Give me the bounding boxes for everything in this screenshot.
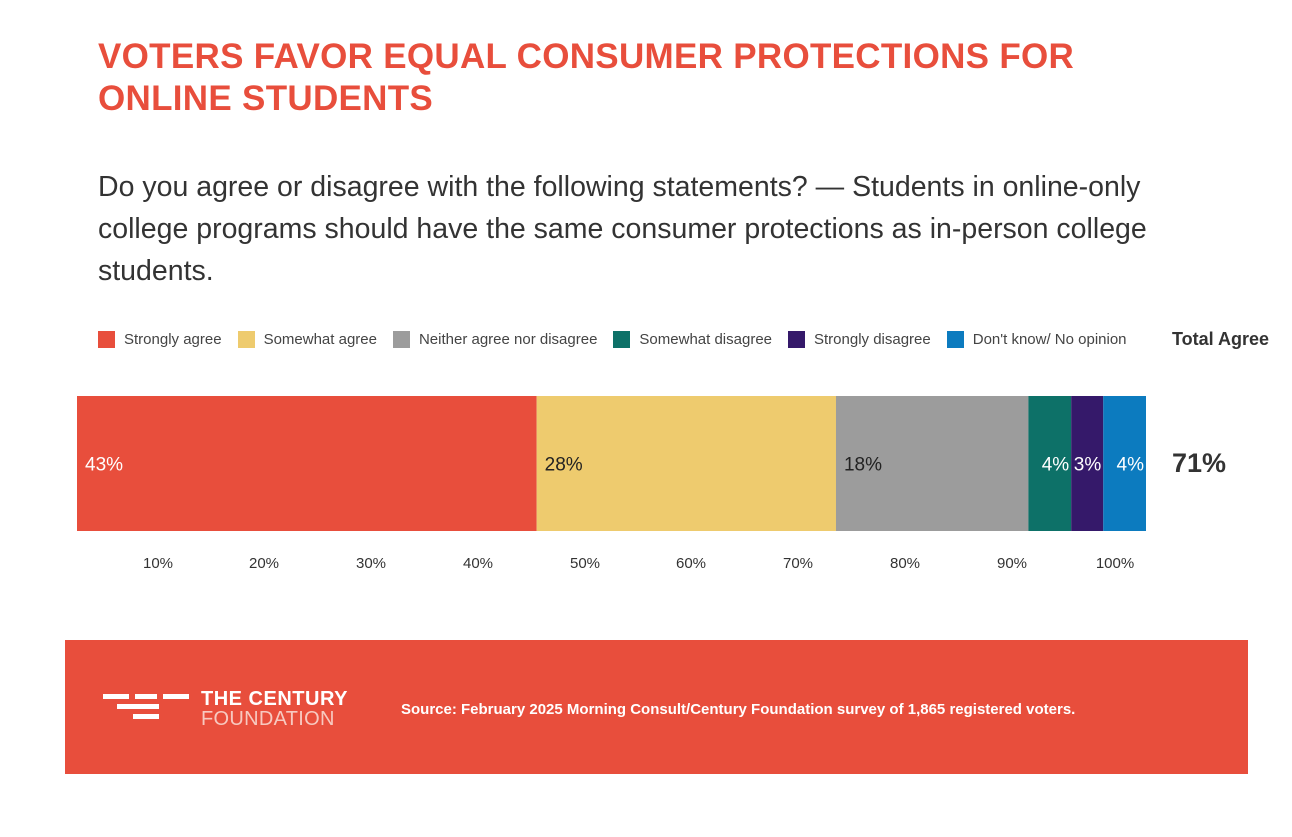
legend-item: Strongly disagree xyxy=(788,330,931,348)
bar-segment xyxy=(1028,396,1072,531)
bar-data-label: 4% xyxy=(1117,455,1145,476)
chart-title: VOTERS FAVOR EQUAL CONSUMER PROTECTIONS … xyxy=(98,37,1075,118)
bar-segment xyxy=(835,396,1029,531)
bar-segment xyxy=(1103,396,1146,531)
logo-text-line2: FOUNDATION xyxy=(201,708,335,730)
legend-swatch xyxy=(98,330,115,348)
footer-banner: THE CENTURY FOUNDATION Source: February … xyxy=(65,640,1248,774)
bar-data-label: 3% xyxy=(1074,455,1102,476)
x-tick-label: 90% xyxy=(997,555,1027,572)
x-tick-label: 80% xyxy=(890,555,920,572)
total-agree-header: Total Agree xyxy=(1172,329,1270,349)
legend-item: Somewhat disagree xyxy=(613,330,772,348)
legend-item: Strongly agree xyxy=(98,330,222,348)
legend-label: Strongly agree xyxy=(124,330,222,348)
logo-mark-icon xyxy=(103,694,189,719)
logo-text-line1: THE CENTURY xyxy=(201,688,348,710)
x-axis-ticks: 10% 20% 30% 40% 50% 60% 70% 80% 90% 100% xyxy=(143,555,1134,572)
legend-label: Somewhat agree xyxy=(263,330,377,348)
legend-label: Strongly disagree xyxy=(814,330,931,348)
bar-segment xyxy=(77,396,537,531)
x-tick-label: 70% xyxy=(783,555,813,572)
legend-item: Somewhat agree xyxy=(237,330,377,348)
legend-label: Don't know/ No opinion xyxy=(972,330,1127,348)
bar-segment xyxy=(1071,396,1104,531)
century-foundation-logo: THE CENTURY FOUNDATION xyxy=(103,688,353,732)
x-tick-label: 30% xyxy=(356,555,386,572)
bar-data-label: 4% xyxy=(1042,455,1070,476)
legend-swatch xyxy=(392,330,410,348)
x-tick-label: 60% xyxy=(676,555,706,572)
x-tick-label: 40% xyxy=(463,555,493,572)
x-tick-label: 10% xyxy=(143,555,173,572)
x-tick-label: 50% xyxy=(570,555,600,572)
legend: Strongly agree Somewhat agree Neither agre… xyxy=(98,329,1143,349)
bar-data-label: 43% xyxy=(85,455,123,476)
legend-swatch xyxy=(788,330,805,348)
legend-label: Somewhat disagree xyxy=(639,330,772,348)
legend-swatch xyxy=(946,330,964,348)
legend-item: Don't know/ No opinion xyxy=(946,330,1127,348)
chart-subtitle: Do you agree or disagree with the follow… xyxy=(98,171,1147,287)
bar-segments: 43% 28% 18% 4% 3% 4% xyxy=(77,396,1146,531)
bar-segment xyxy=(536,396,836,531)
bar-data-label: 18% xyxy=(844,455,882,476)
bar-data-label: 28% xyxy=(545,455,583,476)
legend-swatch xyxy=(237,330,255,348)
x-tick-label: 100% xyxy=(1096,555,1134,572)
x-tick-label: 20% xyxy=(249,555,279,572)
total-agree-value: 71% xyxy=(1172,448,1227,478)
stacked-bar-chart: 43% 28% 18% 4% 3% 4% 10% 20% 30% 40% 50% 60% 70% 80%… xyxy=(77,396,1146,572)
source-note: Source: February 2025 Morning Consult/Ce… xyxy=(401,701,1076,718)
legend-swatch xyxy=(613,330,631,348)
legend-label: Neither agree nor disagree xyxy=(418,330,598,348)
legend-item: Neither agree nor disagree xyxy=(392,330,598,348)
